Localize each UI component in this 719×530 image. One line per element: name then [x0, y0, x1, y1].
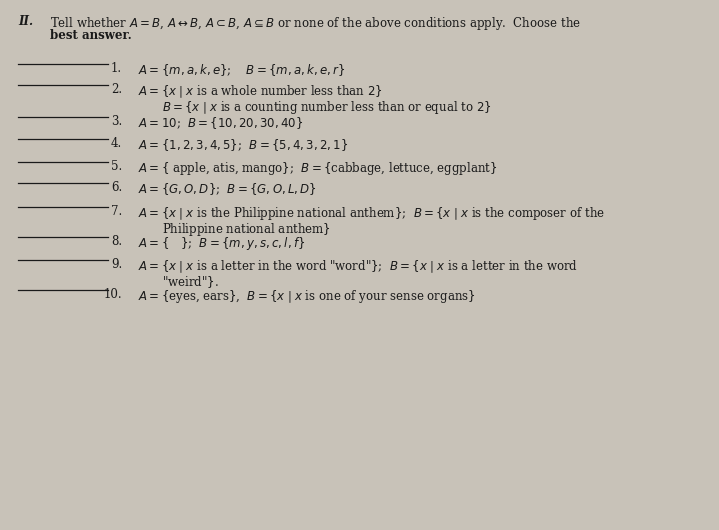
Text: $A = \{x \mid x$ is a letter in the word "word"$\}$;  $B = \{x \mid x$ is a lett: $A = \{x \mid x$ is a letter in the word…: [138, 258, 578, 275]
Text: Philippine national anthem$\}$: Philippine national anthem$\}$: [162, 221, 331, 238]
Text: 10.: 10.: [104, 288, 122, 301]
Text: $A = \{m, a, k, e\}$;    $B = \{m, a,k, e, r\}$: $A = \{m, a, k, e\}$; $B = \{m, a,k, e, …: [138, 62, 345, 78]
Text: $A = \{1, 2, 3, 4, 5\}$;  $B = \{5, 4, 3, 2, 1\}$: $A = \{1, 2, 3, 4, 5\}$; $B = \{5, 4, 3,…: [138, 137, 348, 153]
Text: II.: II.: [18, 15, 33, 28]
Text: best answer.: best answer.: [50, 29, 132, 42]
Text: 5.: 5.: [111, 160, 122, 173]
Text: "weird"$\}$.: "weird"$\}$.: [162, 274, 219, 290]
Text: $A = \{x \mid x$ is a whole number less than $2\}$: $A = \{x \mid x$ is a whole number less …: [138, 83, 383, 100]
Text: 1.: 1.: [111, 62, 122, 75]
Text: 3.: 3.: [111, 115, 122, 128]
Text: $A = 10$;  $B = \{10, 20, 30, 40\}$: $A = 10$; $B = \{10, 20, 30, 40\}$: [138, 115, 303, 131]
Text: 9.: 9.: [111, 258, 122, 271]
Text: $B = \{x \mid x$ is a counting number less than or equal to $2\}$: $B = \{x \mid x$ is a counting number le…: [162, 99, 492, 116]
Text: 4.: 4.: [111, 137, 122, 150]
Text: 2.: 2.: [111, 83, 122, 96]
Text: $A = \{G, O, D\}$;  $B = \{G, O, L, D\}$: $A = \{G, O, D\}$; $B = \{G, O, L, D\}$: [138, 181, 317, 197]
Text: $A = \{\quad\}$;  $B = \{m, y, s, c, l, f\}$: $A = \{\quad\}$; $B = \{m, y, s, c, l, f…: [138, 235, 306, 252]
Text: $A = \{$ apple, atis, mango$\}$;  $B = \{$cabbage, lettuce, eggplant$\}$: $A = \{$ apple, atis, mango$\}$; $B = \{…: [138, 160, 498, 177]
Text: $A = \{$eyes, ears$\}$,  $B = \{x \mid x$ is one of your sense organs$\}$: $A = \{$eyes, ears$\}$, $B = \{x \mid x$…: [138, 288, 476, 305]
Text: 7.: 7.: [111, 205, 122, 218]
Text: 8.: 8.: [111, 235, 122, 248]
Text: $A = \{x \mid x$ is the Philippine national anthem$\}$;  $B = \{x \mid x$ is the: $A = \{x \mid x$ is the Philippine natio…: [138, 205, 605, 222]
Text: 6.: 6.: [111, 181, 122, 194]
Text: Tell whether $A = B$, $A \leftrightarrow B$, $A \subset B$, $A \subseteq B$ or n: Tell whether $A = B$, $A \leftrightarrow…: [50, 15, 581, 32]
